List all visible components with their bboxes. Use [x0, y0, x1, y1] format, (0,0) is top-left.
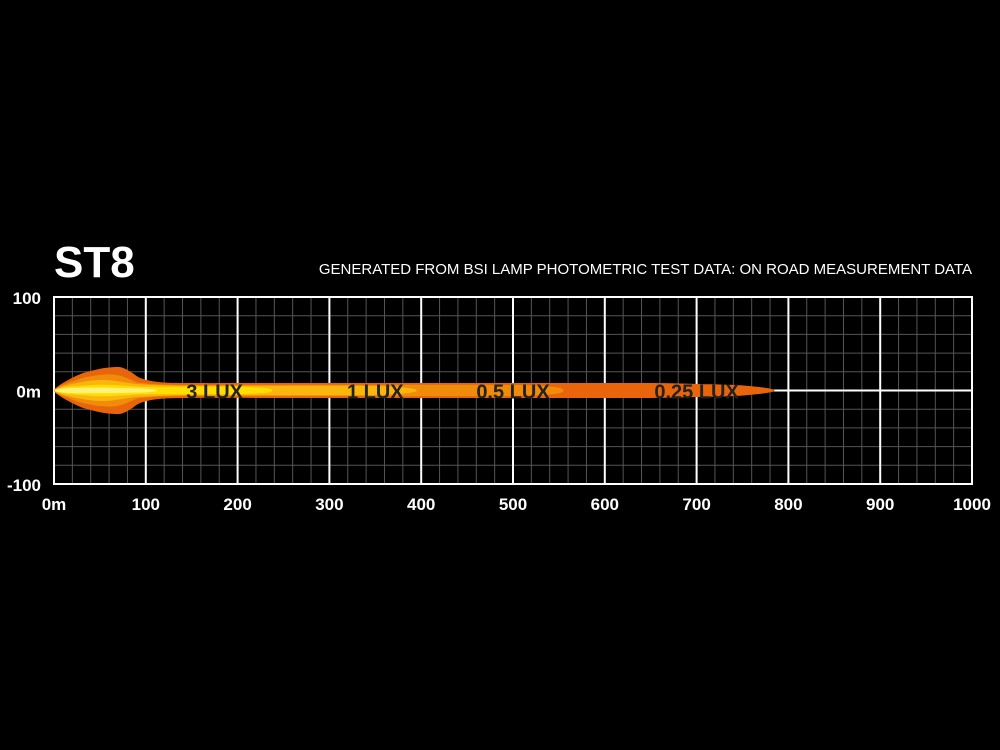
y-tick-label: 0m [16, 383, 41, 402]
lux-zone-labels: 0.25 LUX 0.5 LUX 1 LUX 3 LUX [186, 382, 739, 404]
x-tick-label: 0m [42, 495, 67, 514]
x-tick-label: 800 [774, 495, 802, 514]
y-axis-tick-labels: 100 0m -100 [7, 289, 41, 495]
y-tick-label: 100 [13, 289, 41, 308]
zone-label-0-5-lux: 0.5 LUX [476, 382, 550, 404]
zone-core [54, 387, 157, 394]
zone-label-1-lux: 1 LUX [347, 382, 404, 404]
x-tick-label: 400 [407, 495, 435, 514]
zone-label-0-25-lux: 0.25 LUX [654, 382, 739, 404]
x-tick-label: 100 [132, 495, 160, 514]
x-tick-label: 600 [591, 495, 619, 514]
x-tick-label: 200 [223, 495, 251, 514]
x-tick-label: 900 [866, 495, 894, 514]
x-tick-label: 700 [682, 495, 710, 514]
chart-title: ST8 [54, 238, 135, 287]
x-axis-tick-labels: 0m 100 200 300 400 500 600 700 800 900 1000 [42, 495, 991, 514]
zone-label-3-lux: 3 LUX [186, 382, 243, 404]
x-tick-label: 1000 [953, 495, 991, 514]
zone-3-lux [54, 384, 273, 397]
x-tick-label: 500 [499, 495, 527, 514]
chart-subtitle: GENERATED FROM BSI LAMP PHOTOMETRIC TEST… [319, 261, 972, 278]
y-tick-label: -100 [7, 476, 41, 495]
lux-zones [54, 366, 775, 415]
x-tick-label: 300 [315, 495, 343, 514]
